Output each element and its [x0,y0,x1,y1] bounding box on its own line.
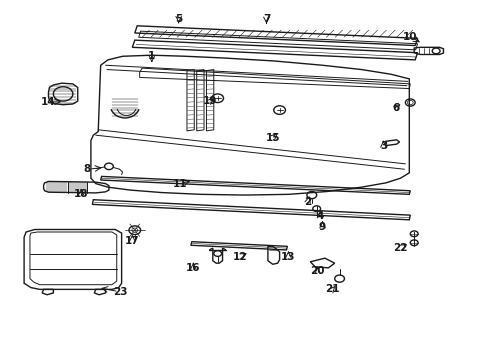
Text: 11: 11 [173,179,187,189]
Text: 2: 2 [304,197,311,207]
Text: 12: 12 [232,252,246,262]
Text: 6: 6 [391,103,399,113]
Text: 21: 21 [325,284,339,294]
Text: 16: 16 [185,263,200,273]
Text: 3: 3 [379,141,386,151]
Text: 13: 13 [281,252,295,262]
Text: 20: 20 [310,266,324,276]
Text: 10: 10 [402,32,417,41]
Text: 15: 15 [265,133,280,143]
Text: 19: 19 [203,96,217,106]
Text: 8: 8 [84,164,91,174]
Text: 18: 18 [74,189,88,199]
Text: 9: 9 [318,222,325,231]
Text: 7: 7 [262,14,269,24]
Text: 4: 4 [316,211,323,221]
Text: 23: 23 [113,287,127,297]
Text: 22: 22 [392,243,407,253]
Text: 17: 17 [125,236,140,246]
Text: 1: 1 [148,51,155,61]
Text: 14: 14 [41,97,56,107]
Text: 5: 5 [175,14,182,24]
